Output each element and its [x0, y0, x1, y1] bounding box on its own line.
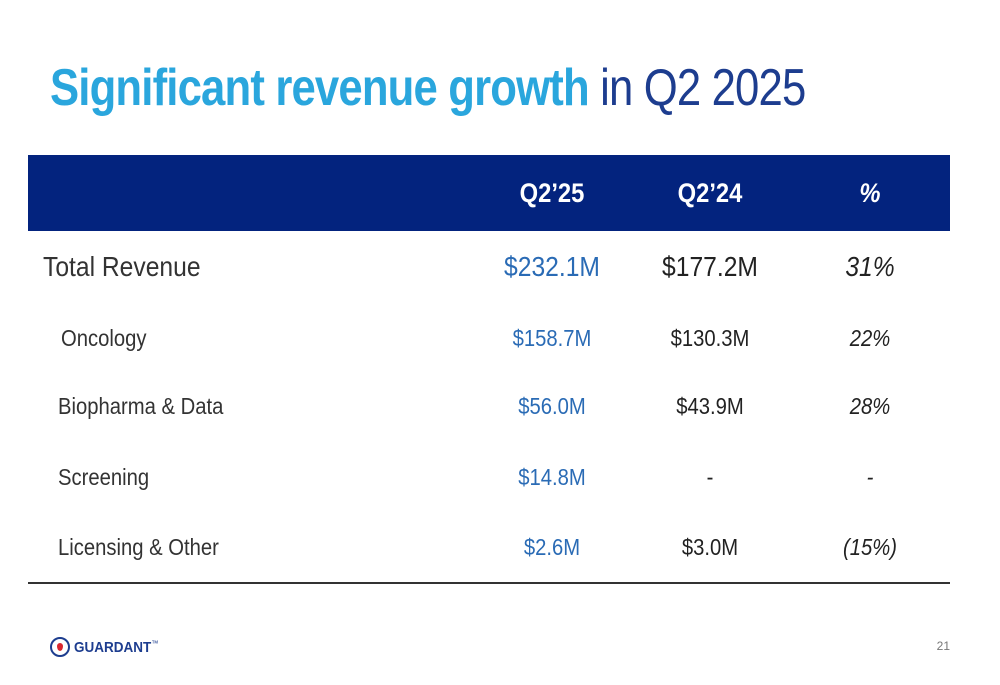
- table-header: Q2’25 Q2’24 % Growth: [28, 155, 950, 284]
- row-label: Oncology: [61, 325, 147, 351]
- cell-q2-25: $14.8M: [518, 464, 586, 490]
- row-label: Licensing & Other: [58, 534, 219, 560]
- cell-q2-24: $43.9M: [676, 393, 744, 419]
- cell-q2-25: $56.0M: [518, 393, 586, 419]
- cell-q2-25: $158.7M: [512, 325, 592, 351]
- trademark-symbol: ™: [151, 638, 159, 648]
- cell-q2-25: $2.6M: [523, 534, 581, 560]
- row-label: Total Revenue: [43, 251, 201, 282]
- guardant-drop-icon: [50, 637, 70, 657]
- logo-wordmark: GUARDANT: [74, 638, 152, 656]
- logo-text: GUARDANT™: [74, 639, 158, 656]
- cell-q2-24: -: [706, 464, 714, 490]
- table-row-oncology: Oncology $158.7M $130.3M 22%: [28, 322, 950, 354]
- cell-q2-24: $130.3M: [670, 325, 750, 351]
- row-label: Biopharma & Data: [58, 393, 224, 419]
- cell-growth: -: [866, 464, 874, 490]
- cell-growth: 28%: [849, 393, 891, 419]
- cell-q2-24: $3.0M: [681, 534, 739, 560]
- cell-q2-24: $177.2M: [662, 251, 758, 282]
- header-q2-25: Q2’25: [519, 178, 585, 208]
- cell-growth: (15%): [842, 534, 897, 560]
- table-row-total-revenue: Total Revenue $232.1M $177.2M 31%: [28, 247, 950, 287]
- cell-growth: 22%: [849, 325, 891, 351]
- page-number: 21: [936, 639, 950, 653]
- header-q2-24: Q2’24: [677, 178, 743, 208]
- cell-q2-25: $232.1M: [504, 251, 600, 282]
- cell-growth: 31%: [845, 251, 895, 282]
- table-bottom-divider: [28, 582, 950, 584]
- row-label: Screening: [58, 464, 150, 490]
- guardant-logo: GUARDANT™: [50, 633, 168, 661]
- blood-drop-icon: [57, 643, 63, 651]
- table-row-biopharma-data: Biopharma & Data $56.0M $43.9M 28%: [28, 390, 950, 422]
- table-row-licensing-other: Licensing & Other $2.6M $3.0M (15%): [28, 531, 950, 563]
- slide-title: Significant revenue growth in Q2 2025: [50, 52, 806, 124]
- header-growth: % Growth: [828, 178, 912, 284]
- title-light-part: in Q2 2025: [588, 59, 806, 117]
- table-row-screening: Screening $14.8M - -: [28, 461, 950, 493]
- title-bold-part: Significant revenue growth: [50, 59, 590, 117]
